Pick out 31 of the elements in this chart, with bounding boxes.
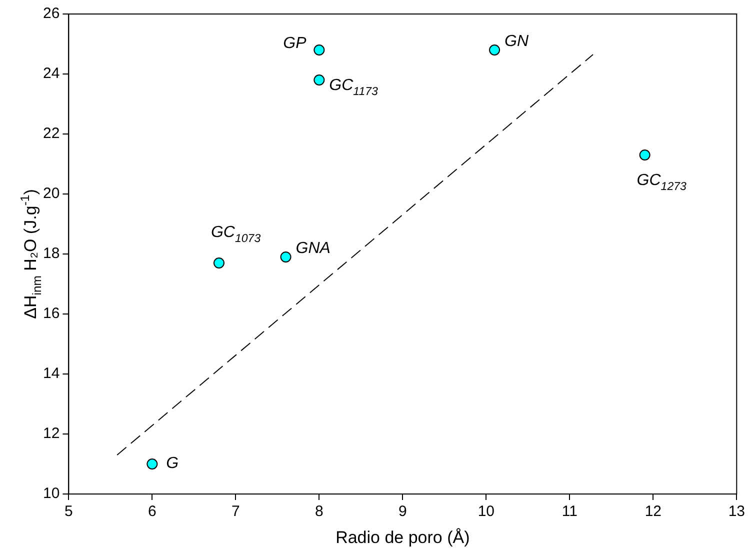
point — [639, 150, 650, 160]
annotation: G — [166, 455, 179, 472]
y-tick-label: 12 — [42, 425, 60, 442]
annotation: GNA — [296, 240, 330, 257]
y-tick-label: 26 — [42, 5, 60, 22]
point — [314, 44, 325, 56]
x-tick-label: 10 — [478, 503, 495, 520]
x-tick-label: 12 — [644, 503, 662, 520]
x-tick-label: 5 — [64, 503, 73, 520]
x-tick-label: 6 — [148, 503, 156, 520]
y-tick-label: 18 — [42, 245, 60, 262]
point — [489, 44, 500, 56]
annotation: GN — [504, 33, 529, 50]
annotation: GP — [283, 35, 307, 52]
x-tick-label: 7 — [232, 503, 240, 520]
y-tick-label: 20 — [42, 185, 60, 202]
y-tick-label: 22 — [42, 125, 60, 142]
y-tick-label: 10 — [42, 485, 60, 502]
x-axis-title: Radio de poro (Å) — [336, 528, 470, 547]
point — [213, 258, 224, 268]
y-axis-title: ΔHinm H₂O (J.g-1) — [18, 189, 44, 319]
x-tick-label: 8 — [315, 503, 324, 520]
x-tick-label: 9 — [398, 503, 407, 520]
y-tick-label: 14 — [42, 365, 60, 382]
x-tick-label: 13 — [728, 503, 745, 520]
x-tick-label: 11 — [562, 503, 578, 520]
point — [146, 458, 158, 470]
y-tick-label: 16 — [42, 305, 60, 322]
point — [280, 252, 292, 262]
point — [314, 74, 325, 86]
y-tick-label: 24 — [42, 65, 60, 82]
